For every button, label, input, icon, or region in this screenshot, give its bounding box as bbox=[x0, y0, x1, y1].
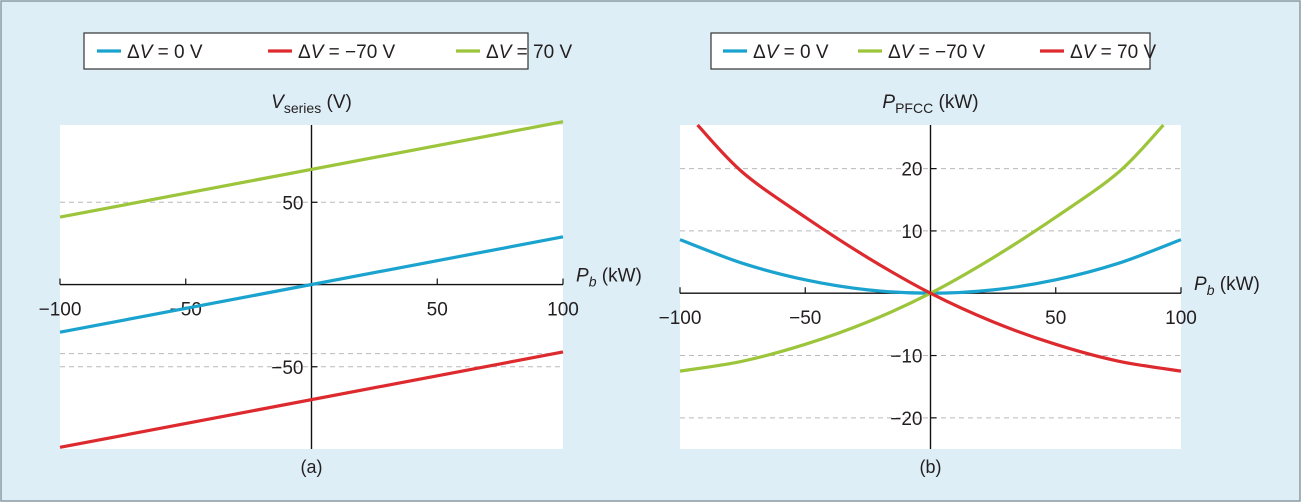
y-tick-label: 50 bbox=[282, 193, 303, 214]
legend-box bbox=[710, 32, 1151, 70]
x-axis-title: Pb (kW) bbox=[1194, 274, 1260, 298]
x-tick-label: −100 bbox=[659, 308, 702, 329]
x-tick-label: −50 bbox=[170, 300, 202, 321]
y-axis-title: PPFCC (kW) bbox=[882, 92, 978, 116]
y-tick-label: −50 bbox=[271, 358, 303, 379]
x-tick-label: 100 bbox=[547, 300, 579, 321]
panel-label: (a) bbox=[301, 457, 323, 477]
y-tick-label: −10 bbox=[890, 347, 922, 368]
x-tick-label: 50 bbox=[427, 300, 448, 321]
y-tick-label: 20 bbox=[901, 160, 922, 181]
legend-label: ΔV = −70 V bbox=[888, 42, 986, 63]
panel-label: (b) bbox=[920, 457, 942, 477]
legend-label: ΔV = 0 V bbox=[753, 42, 829, 63]
y-tick-label: 10 bbox=[901, 222, 922, 243]
x-axis-title: Pb (kW) bbox=[576, 266, 642, 290]
series-line bbox=[59, 235, 564, 334]
x-tick-label: −100 bbox=[39, 300, 82, 321]
legend-label: ΔV = 0 V bbox=[127, 42, 203, 63]
y-tick-label: −20 bbox=[890, 409, 922, 430]
series-line bbox=[59, 120, 564, 219]
legend-box bbox=[83, 32, 529, 70]
x-tick-label: 100 bbox=[1165, 308, 1197, 329]
x-tick-label: 50 bbox=[1045, 308, 1066, 329]
panel-a: −100 −50 50 100 −50 50 Vseries (V) Pb (kW) (a) ΔV… bbox=[39, 32, 642, 477]
y-axis-title: Vseries (V) bbox=[271, 92, 352, 116]
x-tick-label: −50 bbox=[789, 308, 821, 329]
legend-label: ΔV = 70 V bbox=[486, 42, 572, 63]
panel-b: −100 −50 50 100 −20 −10 10 20 PPFCC (kW) Pb (kW) (… bbox=[659, 32, 1260, 477]
series-line bbox=[696, 123, 1182, 373]
series-line bbox=[59, 350, 564, 449]
legend-label: ΔV = 70 V bbox=[1070, 42, 1156, 63]
legend-label: ΔV = −70 V bbox=[298, 42, 396, 63]
